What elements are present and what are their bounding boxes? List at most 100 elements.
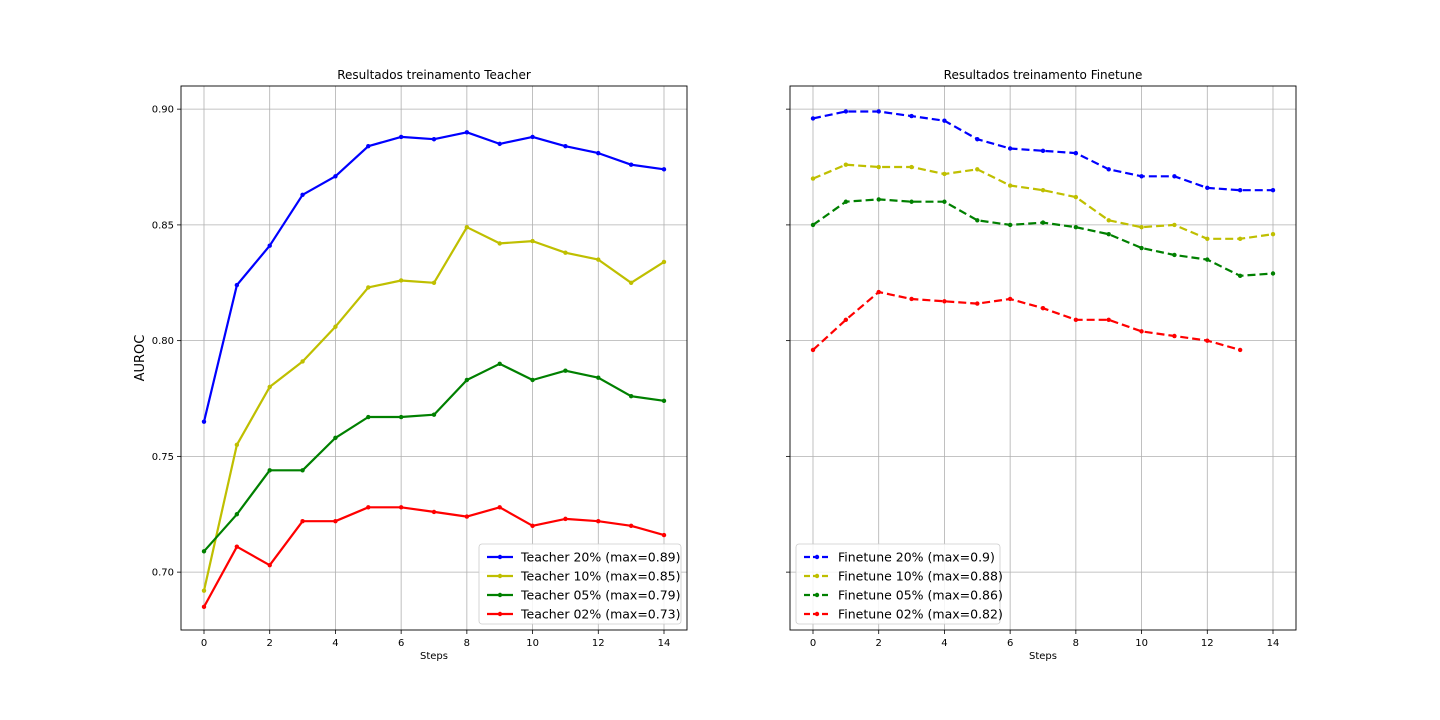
data-point: [975, 301, 980, 306]
series-line-1: [812, 163, 1274, 240]
y-tick-label: 0.85: [152, 220, 174, 231]
data-point: [464, 130, 470, 135]
data-point: [942, 299, 947, 304]
data-point: [201, 588, 207, 593]
data-point: [661, 167, 667, 172]
series-line-0: [812, 110, 1273, 192]
data-point: [1007, 146, 1013, 151]
data-point: [431, 137, 437, 142]
data-point: [661, 398, 667, 404]
y-tick-label: 0.80: [152, 336, 174, 347]
data-point: [267, 562, 272, 568]
data-point: [201, 604, 207, 610]
data-point: [843, 109, 849, 114]
legend-box: [795, 543, 1001, 625]
data-point: [398, 414, 404, 420]
data-point: [530, 523, 535, 529]
data-point: [201, 549, 207, 554]
x-tick-label: 14: [1267, 638, 1280, 649]
data-point: [1270, 187, 1276, 193]
data-point: [431, 280, 437, 285]
legend-marker: [814, 611, 820, 617]
data-point: [300, 519, 305, 524]
data-point: [628, 523, 634, 529]
plot-frame: [180, 85, 688, 631]
data-point: [975, 137, 980, 142]
x-tick-label: 10: [526, 638, 539, 649]
legend-marker: [814, 554, 820, 560]
data-point: [1205, 236, 1210, 241]
x-tick-label: 10: [1135, 638, 1148, 649]
legend: Teacher 20% (max=0.89) Teacher 10% (max=0…: [478, 543, 682, 625]
data-point: [909, 164, 914, 170]
data-point: [1040, 220, 1046, 225]
legend-label-2: Teacher 05% (max=0.79): [520, 588, 681, 603]
x-tick-label: 6: [398, 638, 404, 649]
y-tick-label: 0.70: [152, 568, 174, 579]
data-point: [1040, 187, 1046, 193]
data-point: [234, 282, 240, 288]
data-point: [876, 164, 881, 170]
x-tick-label: 0: [810, 638, 816, 649]
x-tick-label: 4: [941, 638, 947, 649]
data-point: [810, 176, 816, 181]
data-point: [563, 250, 568, 255]
data-point: [497, 241, 502, 246]
data-point: [1139, 225, 1144, 230]
data-point: [300, 192, 305, 197]
chart-title: Resultados treinamento Teacher: [337, 68, 531, 82]
data-point: [1237, 187, 1243, 193]
legend-label-1: Finetune 10% (max=0.88): [838, 569, 1003, 584]
data-point: [1237, 273, 1243, 279]
data-point: [1237, 347, 1243, 353]
data-point: [1172, 252, 1177, 258]
data-point: [1172, 174, 1177, 179]
data-point: [810, 116, 816, 121]
x-tick-label: 0: [201, 638, 207, 649]
data-point: [1237, 236, 1243, 241]
data-point: [234, 442, 240, 448]
series-line-3: [812, 290, 1241, 351]
data-point: [1007, 183, 1013, 188]
data-point: [661, 532, 667, 538]
data-point: [300, 359, 305, 364]
data-point: [267, 384, 272, 390]
data-point: [661, 259, 667, 265]
data-point: [1106, 218, 1111, 223]
data-point: [464, 514, 470, 519]
y-axis-label: AUROC: [133, 335, 148, 382]
data-point: [333, 519, 338, 524]
data-point: [1172, 333, 1177, 339]
data-point: [267, 243, 272, 248]
legend-label-2: Finetune 05% (max=0.86): [838, 588, 1003, 603]
legend-marker: [814, 573, 820, 579]
data-point: [1139, 174, 1144, 179]
data-point: [942, 118, 947, 123]
x-tick-label: 12: [592, 638, 605, 649]
data-point: [942, 199, 947, 204]
data-point: [530, 377, 535, 383]
data-point: [843, 199, 849, 204]
data-point: [201, 419, 207, 424]
data-point: [909, 296, 914, 302]
data-point: [909, 113, 914, 119]
data-point: [1139, 245, 1144, 251]
data-point: [876, 109, 881, 114]
data-point: [1172, 222, 1177, 228]
data-point: [596, 257, 601, 262]
x-axis-label: Steps: [420, 651, 448, 662]
data-point: [942, 171, 947, 177]
y-tick-label: 0.75: [152, 452, 174, 463]
data-point: [398, 278, 404, 283]
data-point: [366, 414, 371, 420]
x-tick-label: 12: [1201, 638, 1214, 649]
x-axis-label: Steps: [1029, 651, 1057, 662]
data-point: [843, 162, 849, 167]
data-point: [234, 512, 240, 517]
legend-label-3: Teacher 02% (max=0.73): [520, 607, 681, 622]
data-point: [1040, 148, 1046, 154]
data-point: [530, 238, 535, 244]
legend-marker: [497, 573, 503, 579]
data-point: [234, 544, 240, 549]
